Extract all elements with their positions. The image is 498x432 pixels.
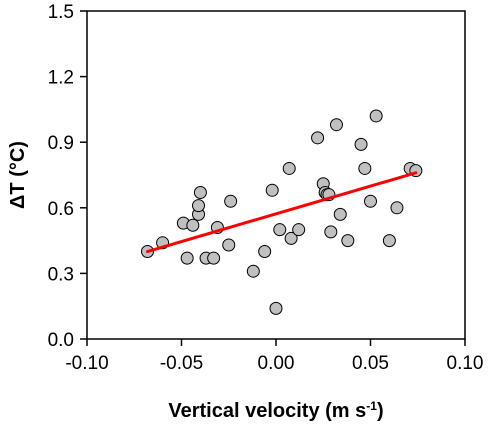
data-point: [282, 161, 296, 175]
y-axis-title: ΔT (°C): [7, 141, 29, 209]
y-tick-label: 1.5: [48, 2, 74, 23]
data-point: [246, 264, 260, 278]
data-point: [329, 118, 343, 132]
data-point: [207, 251, 221, 265]
data-point: [269, 301, 283, 315]
x-axis-title-end: ): [377, 400, 384, 422]
x-tick-label: 0.10: [447, 353, 484, 374]
x-axis-title: Vertical velocity (m s-1): [168, 399, 383, 422]
y-axis-ticks: 0.0 0.3 0.6 0.9 1.2 1.5: [48, 2, 87, 351]
y-tick-label: 0.9: [48, 133, 74, 154]
y-tick-label: 0.6: [48, 199, 74, 220]
y-tick-label: 0.0: [48, 330, 74, 351]
data-point: [358, 161, 372, 175]
data-point: [192, 199, 206, 213]
y-tick-label: 0.3: [48, 264, 74, 285]
data-point: [273, 223, 287, 237]
x-axis-title-superscript: -1: [366, 399, 377, 413]
data-point: [180, 251, 194, 265]
data-point: [186, 218, 200, 232]
x-axis-title-main: Vertical velocity (m s: [168, 400, 366, 422]
x-tick-label: 0.00: [258, 353, 295, 374]
data-point: [284, 231, 298, 245]
data-point: [341, 234, 355, 248]
x-tick-label: -0.10: [65, 353, 108, 374]
x-tick-label: 0.05: [352, 353, 389, 374]
data-point: [224, 194, 238, 208]
data-point: [258, 245, 272, 259]
data-point: [311, 131, 325, 145]
data-point: [369, 109, 383, 123]
data-point: [333, 207, 347, 221]
data-point: [390, 201, 404, 215]
data-point: [292, 223, 306, 237]
data-point: [222, 238, 236, 252]
x-tick-label: -0.05: [160, 353, 203, 374]
y-tick-label: 1.2: [48, 68, 74, 89]
x-axis-ticks: -0.10 -0.05 0.00 0.05 0.10: [65, 339, 483, 374]
trend-line: [145, 171, 418, 254]
plot-frame: [86, 10, 466, 340]
data-point: [265, 183, 279, 197]
data-point: [354, 137, 368, 151]
data-point: [324, 225, 338, 239]
data-point: [193, 185, 207, 199]
data-point: [382, 234, 396, 248]
data-point: [364, 194, 377, 208]
